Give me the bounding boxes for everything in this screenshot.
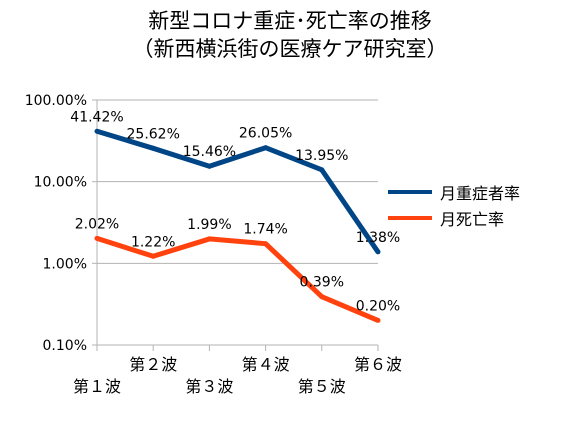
legend-item-death: 月死亡率 xyxy=(388,206,504,230)
data-label-0-0: 41.42% xyxy=(70,109,123,125)
data-point-1-0 xyxy=(94,235,100,241)
legend-label-severe: 月重症者率 xyxy=(440,184,521,203)
data-point-1-2 xyxy=(206,236,212,242)
data-point-1-1 xyxy=(150,253,156,259)
data-label-0-5: 1.38% xyxy=(356,230,400,246)
y-tick-label-1: 10.00% xyxy=(34,175,87,191)
data-point-1-3 xyxy=(263,241,269,247)
data-point-0-3 xyxy=(263,145,269,151)
y-tick-label-0: 100.00% xyxy=(25,93,87,109)
legend-swatch-death xyxy=(388,216,432,220)
data-label-1-5: 0.20% xyxy=(356,298,400,314)
data-label-0-1: 25.62% xyxy=(127,126,180,142)
y-tick-label-2: 1.00% xyxy=(43,256,87,272)
data-point-1-4 xyxy=(319,294,325,300)
x-tick-label-5: 第６波 xyxy=(354,355,402,374)
legend-item-severe: 月重症者率 xyxy=(388,180,520,204)
data-label-0-3: 26.05% xyxy=(239,126,292,142)
x-tick-label-1: 第２波 xyxy=(129,355,177,374)
legend-label-death: 月死亡率 xyxy=(440,210,505,229)
x-tick-label-3: 第４波 xyxy=(242,355,290,374)
chart-subtitle: （新西横浜街の医療ケア研究室） xyxy=(132,37,448,61)
x-tick-label-2: 第３波 xyxy=(185,377,233,396)
data-label-1-4: 0.39% xyxy=(300,275,344,291)
data-label-0-4: 13.95% xyxy=(295,148,348,164)
data-point-0-1 xyxy=(150,145,156,151)
data-point-1-5 xyxy=(375,317,381,323)
data-point-0-5 xyxy=(375,249,381,255)
data-label-1-1: 1.22% xyxy=(131,234,175,250)
data-label-0-2: 15.46% xyxy=(183,144,236,160)
x-tick-label-0: 第１波 xyxy=(73,377,121,396)
chart-title: 新型コロナ重症･死亡率の推移 xyxy=(148,9,432,33)
data-label-1-2: 1.99% xyxy=(187,217,231,233)
data-label-1-0: 2.02% xyxy=(75,216,119,232)
data-point-0-4 xyxy=(319,167,325,173)
x-tick-label-4: 第５波 xyxy=(298,377,346,396)
data-point-0-0 xyxy=(94,128,100,134)
series-line-0 xyxy=(96,128,381,254)
legend-swatch-severe xyxy=(388,190,432,194)
series-line-1 xyxy=(96,236,379,323)
y-tick-label-3: 0.10% xyxy=(43,338,87,354)
data-point-0-2 xyxy=(206,163,212,169)
data-label-1-3: 1.74% xyxy=(243,222,287,238)
